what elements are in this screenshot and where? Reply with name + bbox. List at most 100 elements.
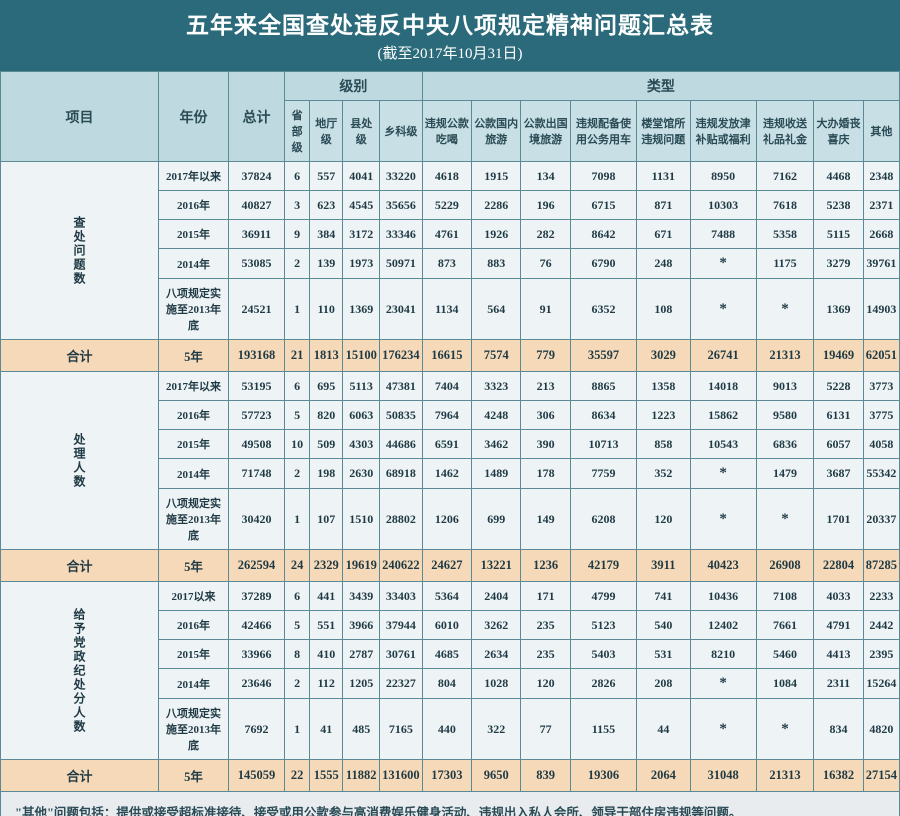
data-cell: 77: [521, 699, 571, 760]
footnote: "其他"问题包括：提供或接受超标准接待、接受或用公款参与高消费娱乐健身活动、违规…: [0, 792, 900, 816]
data-cell: 5364: [422, 582, 471, 611]
data-cell: 2015年: [159, 640, 229, 669]
data-cell: 23646: [229, 669, 285, 699]
col-level-1: 地厅级: [310, 101, 343, 162]
col-level-3: 乡科级: [380, 101, 423, 162]
data-cell: 7618: [756, 191, 814, 220]
data-cell: 7692: [229, 699, 285, 760]
data-cell: 10543: [690, 430, 756, 459]
data-cell: 2826: [570, 669, 636, 699]
total-row: 合计5年262594242329196192406222462713221123…: [1, 550, 900, 582]
data-cell: 557: [310, 162, 343, 191]
data-cell: 6790: [570, 249, 636, 279]
data-cell: 3: [285, 191, 310, 220]
data-cell: 139: [310, 249, 343, 279]
col-level-0: 省部级: [285, 101, 310, 162]
col-type-group: 类型: [422, 72, 899, 101]
data-cell: 36911: [229, 220, 285, 249]
data-cell: 3687: [814, 459, 863, 489]
data-cell: 22327: [380, 669, 423, 699]
data-cell: 564: [472, 279, 521, 340]
data-cell: 8950: [690, 162, 756, 191]
col-type-1: 公款国内旅游: [472, 101, 521, 162]
data-cell: 16382: [814, 760, 863, 792]
data-cell: 44: [636, 699, 690, 760]
data-cell: 2329: [310, 550, 343, 582]
data-cell: 6591: [422, 430, 471, 459]
data-cell: 6: [285, 162, 310, 191]
data-cell: 7661: [756, 611, 814, 640]
data-cell: *: [690, 279, 756, 340]
table-row: 查处问题数2017年以来3782465574041332204618191513…: [1, 162, 900, 191]
data-cell: 16615: [422, 340, 471, 372]
data-cell: 240622: [380, 550, 423, 582]
data-cell: 4468: [814, 162, 863, 191]
data-cell: 9650: [472, 760, 521, 792]
data-cell: 1555: [310, 760, 343, 792]
data-cell: 3262: [472, 611, 521, 640]
data-cell: 42179: [570, 550, 636, 582]
data-cell: 2: [285, 459, 310, 489]
data-cell: 6352: [570, 279, 636, 340]
data-cell: 10303: [690, 191, 756, 220]
data-cell: 120: [636, 489, 690, 550]
data-cell: 1358: [636, 372, 690, 401]
data-cell: 4685: [422, 640, 471, 669]
data-cell: 14903: [863, 279, 899, 340]
data-cell: 3172: [343, 220, 380, 249]
data-cell: 6836: [756, 430, 814, 459]
data-cell: 53195: [229, 372, 285, 401]
data-cell: 4058: [863, 430, 899, 459]
data-cell: 50835: [380, 401, 423, 430]
data-cell: 1134: [422, 279, 471, 340]
data-cell: 2630: [343, 459, 380, 489]
data-cell: 5: [285, 401, 310, 430]
data-cell: *: [690, 489, 756, 550]
data-cell: 6063: [343, 401, 380, 430]
data-cell: 1236: [521, 550, 571, 582]
data-cell: 22804: [814, 550, 863, 582]
data-cell: 5年: [159, 550, 229, 582]
data-cell: 76: [521, 249, 571, 279]
data-cell: 9: [285, 220, 310, 249]
data-cell: 5238: [814, 191, 863, 220]
data-cell: 15862: [690, 401, 756, 430]
data-cell: 176234: [380, 340, 423, 372]
data-cell: 5年: [159, 760, 229, 792]
data-cell: 5123: [570, 611, 636, 640]
data-cell: 7098: [570, 162, 636, 191]
data-cell: 8865: [570, 372, 636, 401]
data-cell: 107: [310, 489, 343, 550]
data-cell: 6715: [570, 191, 636, 220]
data-cell: 540: [636, 611, 690, 640]
data-cell: *: [690, 249, 756, 279]
table-header: 项目 年份 总计 级别 类型 省部级地厅级县处级乡科级违规公款吃喝公款国内旅游公…: [1, 72, 900, 162]
data-cell: 120: [521, 669, 571, 699]
data-cell: 2233: [863, 582, 899, 611]
data-cell: 3773: [863, 372, 899, 401]
data-cell: 15100: [343, 340, 380, 372]
data-cell: 5年: [159, 340, 229, 372]
data-cell: 87285: [863, 550, 899, 582]
data-cell: 1: [285, 279, 310, 340]
data-cell: 17303: [422, 760, 471, 792]
table-row: 处理人数2017年以来53195669551134738174043323213…: [1, 372, 900, 401]
data-cell: 5229: [422, 191, 471, 220]
data-cell: 41: [310, 699, 343, 760]
data-cell: 134: [521, 162, 571, 191]
data-cell: 2015年: [159, 430, 229, 459]
data-cell: 4799: [570, 582, 636, 611]
data-cell: 2015年: [159, 220, 229, 249]
data-cell: 20337: [863, 489, 899, 550]
data-cell: 5228: [814, 372, 863, 401]
data-cell: 112: [310, 669, 343, 699]
data-cell: 7165: [380, 699, 423, 760]
data-cell: 1175: [756, 249, 814, 279]
data-cell: 3775: [863, 401, 899, 430]
data-cell: 11882: [343, 760, 380, 792]
data-cell: 1369: [814, 279, 863, 340]
data-cell: 7404: [422, 372, 471, 401]
data-cell: 91: [521, 279, 571, 340]
data-cell: 40423: [690, 550, 756, 582]
title: 五年来全国查处违反中央八项规定精神问题汇总表: [0, 6, 900, 40]
